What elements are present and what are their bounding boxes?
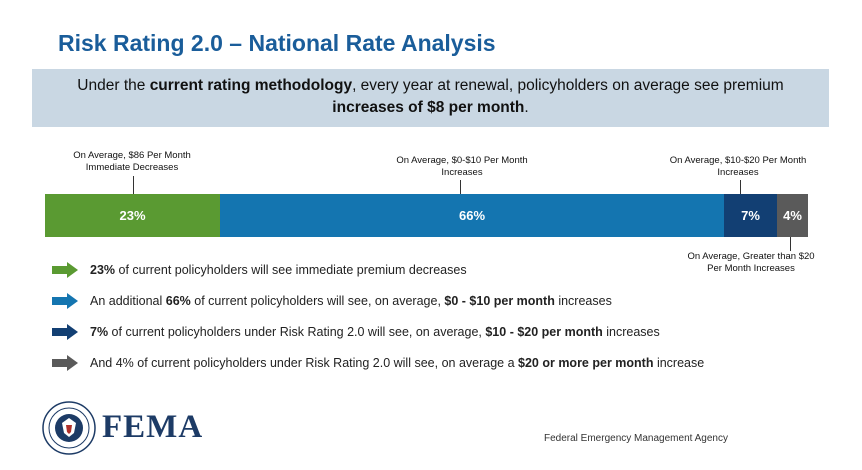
banner-bold-2: increases of $8 per month [332,99,525,116]
callout-decreases-line1: On Average, $86 Per Month [73,150,191,161]
banner-bold-1: current rating methodology [149,77,353,94]
callout-0-10-line2: Increases [441,167,483,178]
dhs-seal-icon [42,401,96,455]
callout-20plus-tick [790,237,791,251]
bullet-plain-text: increases [554,294,612,308]
bullet-bold-text: $0 - $10 per month [444,294,555,308]
bullet-plain-text: An additional [90,294,166,308]
callout-10-20: On Average, $10-$20 Per Month Increases [658,155,818,179]
bullet-plain-text: increases [602,325,660,339]
right-arrow-icon [52,324,78,340]
bar-segment-decrease: 23% [45,194,220,237]
summary-banner: Under the current rating methodology, ev… [32,69,829,127]
bullet-item: 23% of current policyholders will see im… [52,262,467,278]
callout-decreases-line2: Immediate Decreases [85,162,179,173]
page-title: Risk Rating 2.0 – National Rate Analysis [58,30,496,56]
bullet-item: And 4% of current policyholders under Ri… [52,355,704,371]
bar-segment-10-20-label: 7% [741,208,760,223]
bar-segment-decrease-label: 23% [119,208,146,223]
callout-decreases: On Average, $86 Per Month Immediate Decr… [62,150,202,174]
bar-segment-20-plus-label: 4% [783,208,802,223]
right-arrow-icon [52,293,78,309]
bullet-bold-text: $10 - $20 per month [485,325,603,339]
fema-logo: FEMA [102,409,204,445]
callout-0-10-line1: On Average, $0-$10 Per Month [396,155,528,166]
callout-10-20-tick [740,180,741,194]
callout-0-10: On Average, $0-$10 Per Month Increases [382,155,542,179]
banner-text-2: , every year at renewal, policyholders o… [352,77,784,94]
bullet-text: 7% of current policyholders under Risk R… [90,325,660,339]
bullet-plain-text: increase [653,356,705,370]
banner-text-1: Under the [77,77,150,94]
callout-20plus: On Average, Greater than $20 Per Month I… [668,251,834,275]
bar-segment-20-plus: 4% [777,194,808,237]
bullet-plain-text: And 4% of current policyholders under Ri… [90,356,519,370]
bullet-plain-text: of current policyholders will see, on av… [190,294,445,308]
bar-segment-0-10-label: 66% [458,208,486,223]
bullet-item: 7% of current policyholders under Risk R… [52,324,660,340]
callout-decreases-tick [133,176,134,194]
banner-text-3: . [524,99,529,116]
bullet-text: 23% of current policyholders will see im… [90,263,467,277]
callout-0-10-tick [460,180,461,194]
right-arrow-icon [52,262,78,278]
bullet-bold-text: 23% [90,263,116,277]
bullet-bold-text: 7% [90,325,109,339]
right-arrow-icon [52,355,78,371]
callout-20plus-line1: On Average, Greater than $20 [687,251,815,262]
bullet-bold-text: $20 or more per month [518,356,654,370]
bar-segment-10-20: 7% [724,194,777,237]
callout-10-20-line2: Increases [717,167,759,178]
bullet-text: And 4% of current policyholders under Ri… [90,356,704,370]
agency-name: Federal Emergency Management Agency [544,433,728,444]
bullet-item: An additional 66% of current policyholde… [52,293,612,309]
bar-segment-0-10: 66% [220,194,724,237]
callout-10-20-line1: On Average, $10-$20 Per Month [669,155,807,166]
bullet-bold-text: 66% [165,294,191,308]
bullet-plain-text: of current policyholders will see immedi… [115,263,467,277]
bullet-plain-text: of current policyholders under Risk Rati… [108,325,486,339]
bullet-text: An additional 66% of current policyholde… [90,294,612,308]
callout-20plus-line2: Per Month Increases [707,263,795,274]
